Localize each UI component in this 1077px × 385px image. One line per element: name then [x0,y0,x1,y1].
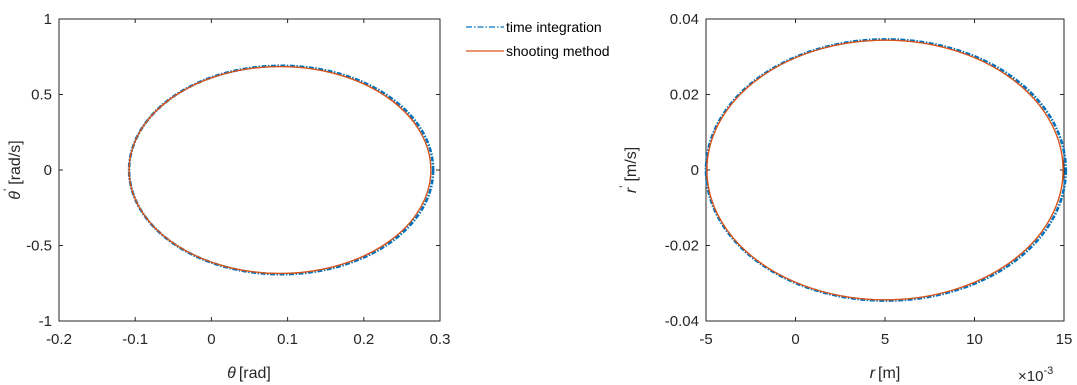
left-tick-marks [58,18,441,322]
legend: time integration shooting method [462,17,632,61]
right-x-tick-label: -5 [699,331,712,348]
right-y-axis-label: r'[m/s] [617,147,640,193]
left-plot-area [58,18,441,322]
legend-label-time-integration: time integration [506,19,602,35]
right-y-tick-label: 0 [691,162,699,179]
left-x-tick-label: 0.2 [353,331,374,348]
right-x-tick-label: 15 [1056,331,1073,348]
right-x-tick-label: 0 [791,331,799,348]
left-plot: -0.2 -0.1 0 0.1 0.2 0.3 1 0.5 0 -0.5 -1 θ [rad] θ'… [1,11,450,382]
right-series-group [704,38,1068,302]
left-y-tick-label: -1 [39,313,52,330]
right-series-time-integration [704,38,1068,302]
left-x-tick-labels: -0.2 -0.1 0 0.1 0.2 0.3 [46,331,450,348]
left-x-tick-label: 0 [207,331,215,348]
left-series-group [127,64,435,276]
right-y-tick-label: 0.02 [670,87,699,104]
left-y-tick-label: 1 [44,11,52,28]
left-x-tick-label: -0.1 [122,331,148,348]
left-x-tick-label: -0.2 [46,331,72,348]
right-x-axis-label: r [m] [870,365,901,382]
right-x-exponent: ×10-3 [1018,365,1053,385]
legend-label-shooting-method: shooting method [506,43,610,59]
right-series-shooting-method [706,39,1064,301]
left-y-tick-label: -0.5 [26,238,52,255]
left-y-axis-label: θ'[rad/s] [1,140,24,199]
right-y-tick-label: -0.02 [665,238,699,255]
left-series-shooting-method [128,65,432,275]
left-x-axis-label: θ [rad] [227,365,271,382]
right-plot-area [705,18,1065,322]
right-plot: -5 0 5 10 15 0.040.020-0.02-0.04 r [m] ×10-3 … [617,11,1072,385]
right-y-tick-label: 0.04 [670,11,699,28]
right-y-tick-label: -0.04 [665,313,699,330]
right-x-tick-label: 5 [881,331,889,348]
left-y-tick-label: 0 [44,162,52,179]
right-y-tick-labels: 0.04 0.02 0 -0.02 -0.04 [665,11,699,330]
left-y-tick-labels: 1 0.5 0 -0.5 -1 [26,11,52,330]
legend-box [462,17,632,61]
left-x-tick-label: 0.3 [430,331,451,348]
right-x-tick-label: 10 [966,331,983,348]
left-y-tick-label: 0.5 [31,87,52,104]
right-x-tick-labels: -5 0 5 10 15 [699,331,1072,348]
left-x-tick-label: 0.1 [277,331,298,348]
